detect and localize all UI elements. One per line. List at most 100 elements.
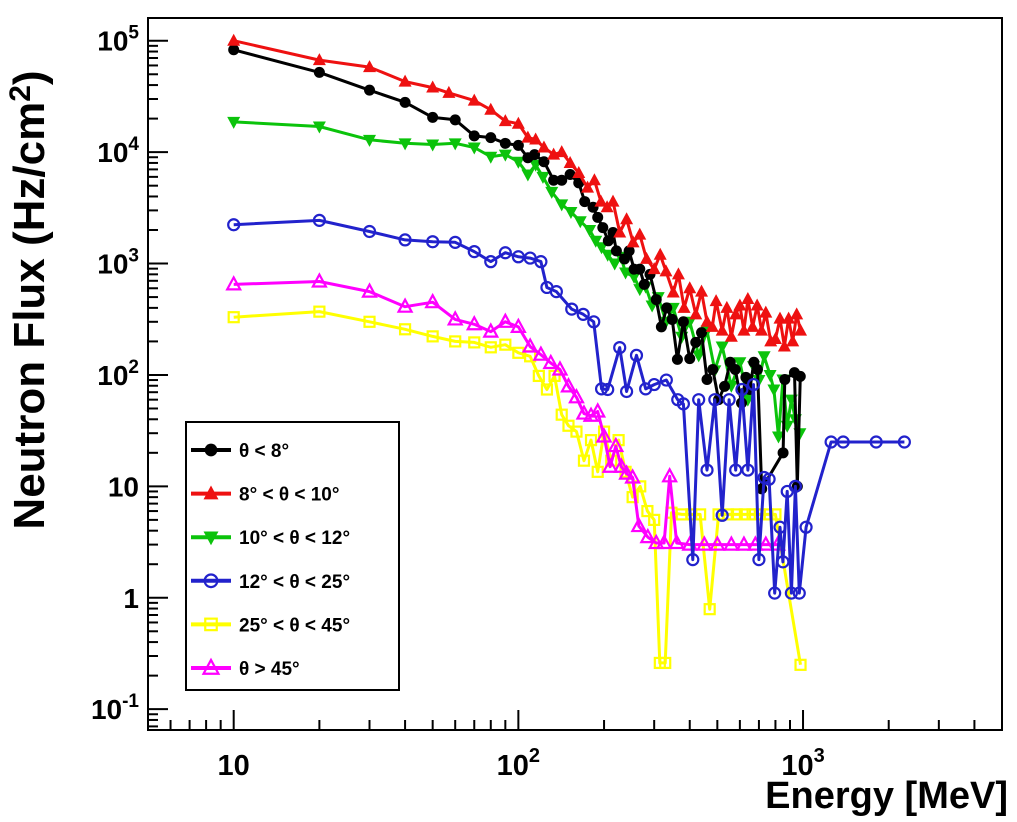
marker-open-circle <box>426 235 440 249</box>
marker-open-circle <box>398 233 412 247</box>
marker-open-triangle-up <box>618 464 635 480</box>
marker-open-triangle-up <box>424 292 442 309</box>
marker-filled-circle <box>499 137 511 149</box>
legend-label: 25° < θ < 45° <box>239 615 350 636</box>
marker-open-circle <box>613 340 627 355</box>
marker-filled-circle <box>777 447 789 459</box>
marker-open-square <box>738 508 752 521</box>
y-tick-label-0: 105 <box>97 23 139 57</box>
marker-open-circle <box>576 307 590 321</box>
marker-filled-triangle-up <box>733 298 747 311</box>
marker-filled-triangle-up <box>227 33 241 46</box>
marker-filled-triangle-up <box>683 281 697 294</box>
marker-filled-triangle-down <box>757 351 771 364</box>
marker-filled-circle <box>707 363 719 375</box>
marker-filled-circle <box>794 370 806 382</box>
marker-filled-triangle-up <box>755 323 769 336</box>
marker-filled-circle <box>619 253 631 265</box>
marker-open-triangle-up <box>695 535 713 551</box>
marker-open-triangle-up <box>542 353 560 370</box>
marker-filled-triangle-down <box>536 171 550 184</box>
marker-filled-triangle-down <box>545 186 559 199</box>
legend-label: θ > 45° <box>239 659 300 680</box>
marker-filled-circle <box>204 443 218 457</box>
marker-filled-circle <box>634 263 646 275</box>
marker-filled-triangle-up <box>426 80 440 93</box>
marker-filled-triangle-up <box>689 307 703 320</box>
marker-open-circle <box>565 302 579 316</box>
marker-filled-triangle-up <box>563 155 577 168</box>
marker-open-square <box>570 425 583 438</box>
marker-filled-circle <box>592 211 604 223</box>
marker-filled-circle <box>638 278 650 290</box>
y-axis-title: Neutron Flux (Hz/cm2) <box>4 70 54 529</box>
marker-filled-triangle-down <box>203 531 219 546</box>
marker-filled-triangle-up <box>467 93 481 106</box>
marker-open-circle <box>692 393 706 407</box>
marker-filled-triangle-down <box>564 207 578 220</box>
legend-label: θ < 8° <box>239 441 289 462</box>
marker-filled-triangle-up <box>640 251 654 264</box>
legend-entry-theta-12-25: 12° < θ < 25° <box>191 572 350 593</box>
marker-open-triangle-up <box>589 402 607 418</box>
marker-open-triangle-up <box>551 360 569 376</box>
marker-filled-triangle-up <box>768 332 782 345</box>
marker-filled-triangle-down <box>589 235 603 248</box>
marker-open-circle <box>741 463 755 477</box>
marker-filled-triangle-down <box>573 216 587 229</box>
marker-open-triangle-up <box>465 314 483 331</box>
marker-filled-triangle-down <box>498 149 512 162</box>
marker-open-triangle-up <box>607 436 625 453</box>
marker-filled-circle <box>529 149 541 161</box>
marker-open-circle <box>619 384 634 399</box>
marker-open-circle <box>203 573 219 589</box>
marker-filled-circle <box>610 245 622 257</box>
marker-filled-circle <box>364 84 376 96</box>
marker-filled-triangle-down <box>511 156 525 169</box>
marker-filled-circle <box>313 66 325 78</box>
marker-open-square <box>730 508 743 521</box>
marker-open-triangle-up <box>482 322 500 338</box>
marker-filled-triangle-up <box>786 334 800 347</box>
marker-filled-circle <box>538 156 550 168</box>
marker-open-square <box>398 323 412 336</box>
marker-open-circle <box>498 246 512 260</box>
marker-filled-circle <box>427 111 439 123</box>
marker-open-circle <box>629 348 644 362</box>
marker-filled-triangle-up <box>498 114 512 127</box>
marker-open-square <box>555 408 568 421</box>
marker-open-circle <box>729 463 743 477</box>
marker-open-triangle-up <box>201 657 221 675</box>
marker-open-square <box>449 335 462 348</box>
marker-filled-triangle-up <box>715 323 729 336</box>
marker-filled-circle <box>779 374 791 386</box>
marker-open-circle <box>836 435 850 449</box>
marker-filled-triangle-down <box>733 357 747 370</box>
marker-filled-triangle-up <box>633 227 647 240</box>
marker-filled-triangle-up <box>203 485 219 500</box>
marker-open-triangle-up <box>225 275 243 291</box>
legend-label: 8° < θ < 10° <box>239 485 339 506</box>
marker-open-circle <box>752 553 766 567</box>
marker-filled-circle <box>579 196 591 208</box>
marker-filled-triangle-up <box>484 102 498 115</box>
marker-open-circle <box>762 472 776 486</box>
marker-open-circle <box>735 382 749 397</box>
series-line-theta-10-12 <box>233 120 802 438</box>
marker-filled-triangle-up <box>363 60 377 73</box>
legend: θ < 8° 8° < θ < 10° 10° < θ < 12° 12° < θ <… <box>185 421 400 691</box>
marker-filled-triangle-down <box>627 271 641 284</box>
marker-filled-circle <box>228 44 240 56</box>
marker-filled-triangle-down <box>398 138 412 151</box>
marker-filled-triangle-up <box>647 262 661 275</box>
marker-filled-circle <box>449 114 461 126</box>
marker-filled-circle <box>719 380 731 392</box>
marker-filled-circle <box>602 235 614 247</box>
marker-open-circle <box>484 255 498 269</box>
marker-open-square <box>484 341 497 354</box>
marker-open-circle <box>594 382 609 396</box>
marker-open-square <box>227 311 240 324</box>
marker-filled-triangle-down <box>771 431 785 444</box>
